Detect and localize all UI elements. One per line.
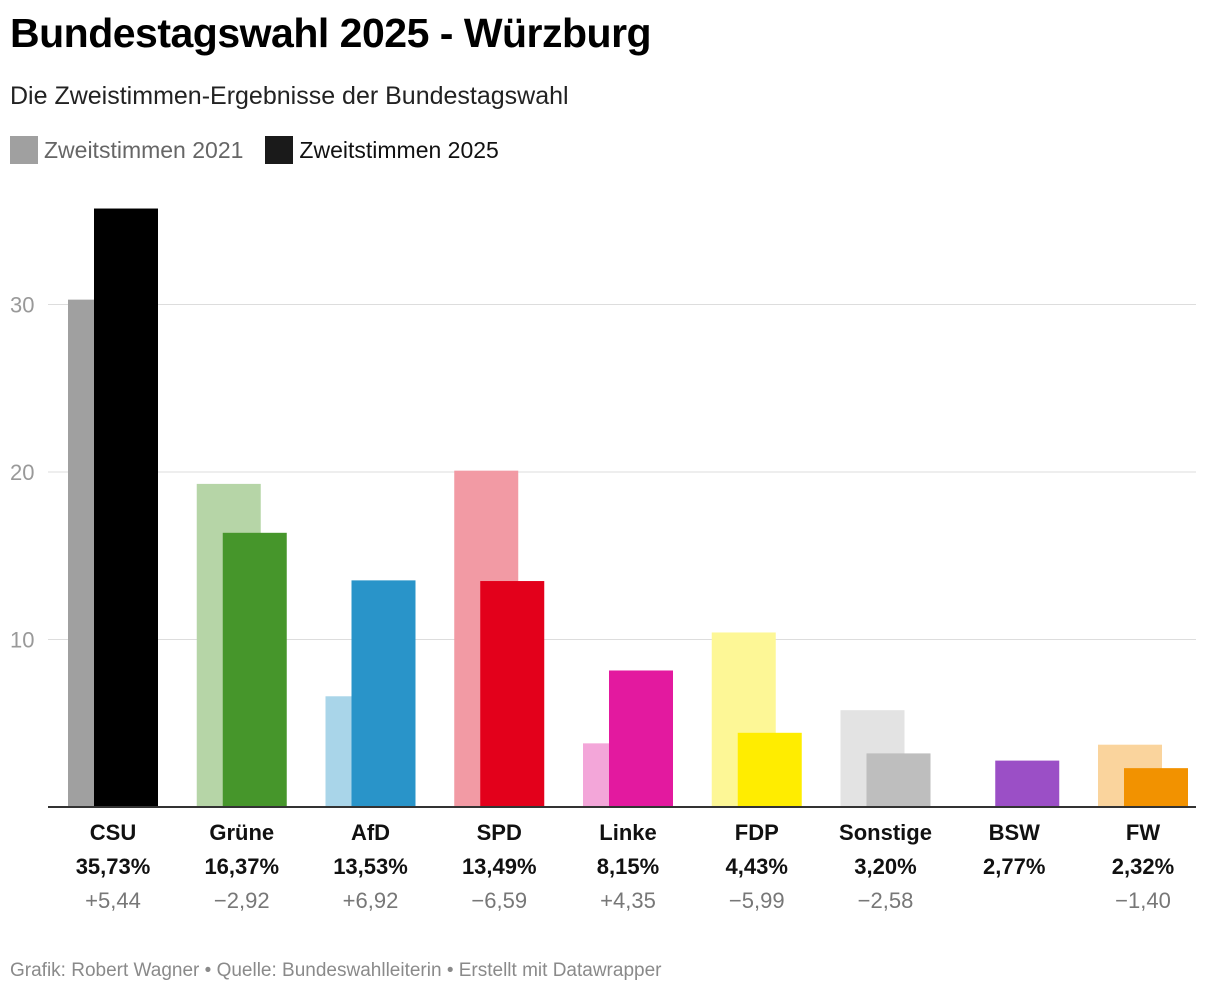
legend: Zweitstimmen 2021 Zweitstimmen 2025	[10, 136, 499, 164]
chart-title: Bundestagswahl 2025 - Würzburg	[10, 10, 652, 56]
bar-2025-csu	[94, 208, 158, 808]
diff-label-csu: +5,44	[85, 888, 141, 913]
diff-label-fdp: −5,99	[729, 888, 785, 913]
category-label-csu: CSU	[90, 820, 136, 845]
legend-item-2025: Zweitstimmen 2025	[265, 136, 499, 164]
value-label-fw: 2,32%	[1112, 854, 1174, 879]
category-label-spd: SPD	[477, 820, 522, 845]
diff-label-linke: +4,35	[600, 888, 656, 913]
diff-label-gruene: −2,92	[214, 888, 270, 913]
bar-2025-afd	[351, 580, 416, 807]
diff-label-afd: +6,92	[343, 888, 399, 913]
bars	[48, 208, 1196, 808]
bar-2025-fw	[1124, 768, 1188, 807]
bar-2025-spd	[480, 581, 545, 807]
y-tick-label-10: 10	[10, 628, 34, 653]
gridlines: 10 20 30	[10, 293, 1196, 653]
value-label-sonstige: 3,20%	[854, 854, 916, 879]
bar-2025-fdp	[737, 732, 802, 807]
category-label-sonstige: Sonstige	[839, 820, 932, 845]
bar-2025-sonstige	[866, 753, 931, 807]
legend-label-2021: Zweitstimmen 2021	[44, 136, 244, 163]
legend-label-2025: Zweitstimmen 2025	[299, 136, 499, 163]
value-label-linke: 8,15%	[597, 854, 659, 879]
bar-2025-gruene	[222, 532, 287, 807]
value-label-afd: 13,53%	[333, 854, 408, 879]
chart-subtitle: Die Zweistimmen-Ergebnisse der Bundestag…	[10, 82, 569, 110]
category-label-fdp: FDP	[735, 820, 779, 845]
value-label-csu: 35,73%	[76, 854, 151, 879]
y-tick-label-30: 30	[10, 293, 34, 318]
y-tick-label-20: 20	[10, 460, 34, 485]
category-label-fw: FW	[1126, 820, 1160, 845]
value-label-spd: 13,49%	[462, 854, 537, 879]
category-labels: CSU 35,73% +5,44 Grüne 16,37% −2,92 AfD 13,53% +…	[76, 820, 1175, 913]
category-label-afd: AfD	[351, 820, 390, 845]
category-label-linke: Linke	[599, 820, 656, 845]
legend-swatch-2025	[265, 136, 294, 164]
legend-item-2021: Zweitstimmen 2021	[10, 136, 243, 164]
value-label-gruene: 16,37%	[204, 854, 279, 879]
diff-label-sonstige: −2,58	[858, 888, 914, 913]
bar-2025-bsw	[995, 760, 1060, 807]
footer-credits: Grafik: Robert Wagner • Quelle: Bundeswa…	[10, 960, 662, 981]
diff-label-spd: −6,59	[471, 888, 527, 913]
value-label-bsw: 2,77%	[983, 854, 1045, 879]
bar-2025-linke	[609, 670, 673, 807]
diff-label-fw: −1,40	[1115, 888, 1171, 913]
category-label-bsw: BSW	[989, 820, 1041, 845]
category-label-gruene: Grüne	[209, 820, 274, 845]
value-label-fdp: 4,43%	[726, 854, 788, 879]
bar-chart: 10 20 30 CSU 35,73% +5,44 Grüne 16,37% −2,92 AfD…	[10, 208, 1196, 913]
legend-swatch-2021	[10, 136, 38, 164]
